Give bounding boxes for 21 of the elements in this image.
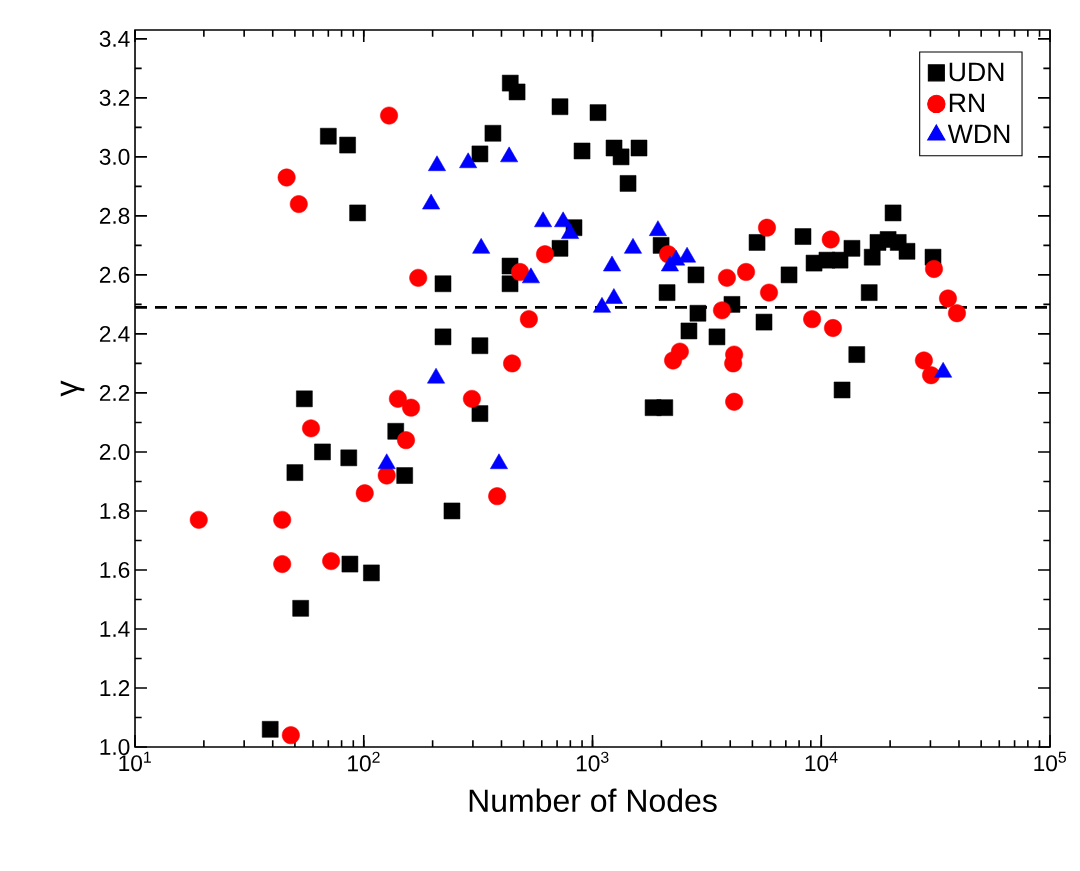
y-tick-label: 1.6 (100, 561, 130, 578)
y-tick-label: 1.8 (100, 502, 130, 519)
y-tick-label: 1.4 (100, 621, 130, 637)
legend-label: UDN (949, 62, 1004, 82)
y-axis-title: γ (60, 380, 85, 397)
x-tick-label: 10$^{3}$ (576, 751, 609, 772)
x-axis-title: Number of Nodes (469, 788, 717, 813)
y-tick-label: 3.2 (99, 89, 130, 106)
y-tick-label: 2.8 (99, 207, 130, 224)
y-tick-label: 2.2 (99, 385, 130, 401)
y-tick-label: 2.4 (99, 325, 130, 342)
x-tick-label: 10$^{5}$ (1034, 751, 1067, 772)
legend-label: WDN (947, 124, 1010, 144)
x-tick-label: 10$^{2}$ (348, 751, 380, 772)
legend-label: RN (949, 93, 985, 113)
y-tick-label: 2.0 (99, 443, 130, 460)
x-tick-label: 10$^{4}$ (805, 751, 838, 772)
y-tick-label: 1.2 (100, 680, 130, 696)
y-tick-label: 3.0 (99, 148, 130, 165)
y-tick-label: 2.6 (99, 266, 130, 283)
y-tick-label: 3.4 (99, 30, 130, 47)
